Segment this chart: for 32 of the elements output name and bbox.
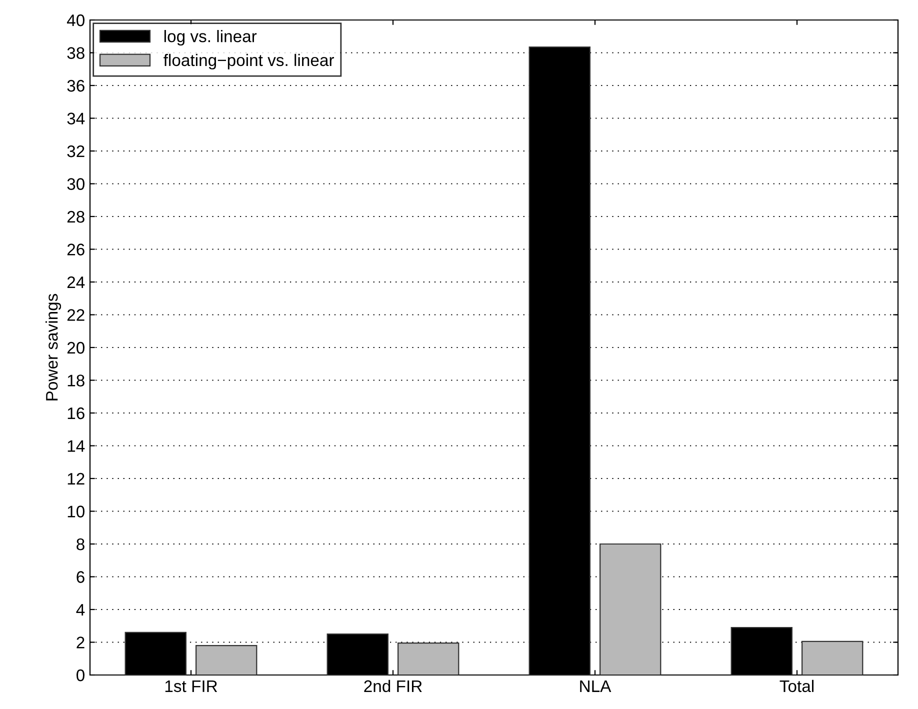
y-tick-label: 38 [67, 47, 84, 59]
bar [801, 640, 864, 675]
y-tick-label: 24 [67, 276, 85, 288]
y-tick-label: 12 [68, 472, 84, 485]
y-tick-label: 10 [68, 506, 84, 518]
x-tick-label: 1st FIR [165, 680, 218, 692]
x-tick-label: 2nd FIR [364, 680, 422, 692]
y-tick-label: 8 [76, 538, 84, 550]
y-tick-label: 30 [67, 178, 84, 190]
bar [195, 644, 258, 675]
bar [397, 642, 460, 675]
y-tick-label: 32 [67, 145, 84, 158]
legend-label: log vs. linear [164, 30, 257, 46]
y-axis-title: Power savings [46, 294, 62, 400]
x-tick-label: NLA [580, 680, 612, 692]
y-tick-label: 18 [68, 374, 84, 386]
y-tick-label: 28 [67, 210, 84, 223]
y-tick-label: 40 [66, 14, 84, 26]
y-tick-label: 4 [76, 604, 85, 616]
y-tick-label: 34 [67, 112, 85, 124]
y-tick-label: 26 [67, 244, 84, 256]
y-tick-label: 20 [67, 342, 84, 354]
y-tick-label: 22 [67, 309, 84, 321]
y-tick-label: 14 [68, 440, 85, 452]
y-tick-label: 36 [67, 80, 84, 92]
y-tick-label: 2 [76, 636, 84, 648]
y-tick-label: 6 [76, 571, 84, 583]
bar [599, 543, 662, 675]
legend-label: floating−point vs. linear [164, 54, 334, 70]
x-tick-label: Total [780, 680, 814, 692]
y-tick-label: 0 [76, 669, 84, 682]
y-tick-label: 16 [68, 407, 84, 420]
